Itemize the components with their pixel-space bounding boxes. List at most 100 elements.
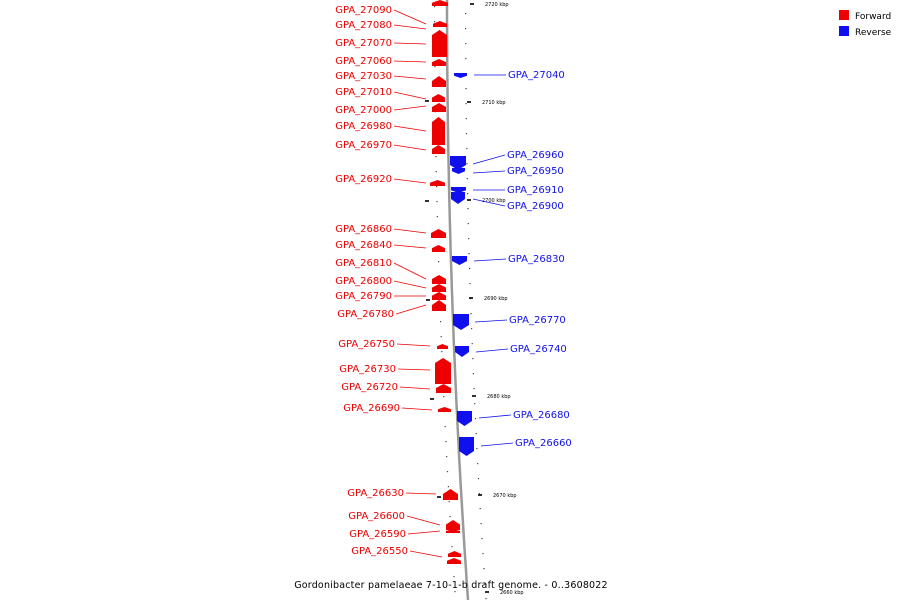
- reverse-gene[interactable]: [451, 187, 466, 193]
- position-dot: [444, 426, 446, 428]
- forward-gene-label[interactable]: GPA_26600: [348, 511, 405, 522]
- position-dot: [465, 103, 467, 105]
- position-dot: [440, 336, 442, 338]
- forward-gene-label[interactable]: GPA_26920: [335, 174, 392, 185]
- reverse-gene-label[interactable]: GPA_26830: [508, 254, 565, 265]
- reverse-gene-label[interactable]: GPA_26910: [507, 185, 564, 196]
- leader-line: [480, 442, 514, 447]
- forward-gene[interactable]: [446, 529, 460, 533]
- forward-gene[interactable]: [432, 145, 445, 154]
- reverse-gene[interactable]: [455, 346, 469, 357]
- forward-gene[interactable]: [436, 384, 451, 393]
- leader-line: [397, 368, 431, 371]
- position-dot: [466, 163, 468, 165]
- reverse-gene-label[interactable]: GPA_26950: [507, 166, 564, 177]
- leader-line: [393, 9, 427, 25]
- legend-label-forward: Forward: [855, 12, 891, 22]
- forward-gene-label[interactable]: GPA_27070: [335, 38, 392, 49]
- position-dot: [481, 538, 483, 540]
- reverse-gene-label[interactable]: GPA_26680: [513, 410, 570, 421]
- reverse-gene[interactable]: [457, 411, 472, 426]
- forward-gene[interactable]: [432, 76, 446, 87]
- forward-gene-label[interactable]: GPA_26970: [335, 140, 392, 151]
- forward-gene[interactable]: [432, 300, 446, 311]
- forward-gene-label[interactable]: GPA_26860: [335, 224, 392, 235]
- forward-gene-label[interactable]: GPA_26780: [337, 309, 394, 320]
- forward-gene[interactable]: [432, 59, 446, 66]
- forward-gene[interactable]: [448, 551, 461, 557]
- forward-gene[interactable]: [433, 21, 447, 27]
- forward-gene-label[interactable]: GPA_27010: [335, 87, 392, 98]
- leader-line: [393, 125, 427, 132]
- forward-gene[interactable]: [432, 30, 447, 57]
- reverse-gene[interactable]: [452, 256, 467, 265]
- forward-gene[interactable]: [430, 180, 445, 186]
- forward-gene-label[interactable]: GPA_26590: [349, 529, 406, 540]
- tick-label: 2660 kbp: [500, 590, 524, 596]
- reverse-gene-label[interactable]: GPA_27040: [508, 70, 565, 81]
- forward-gene-label[interactable]: GPA_27030: [335, 71, 392, 82]
- forward-gene[interactable]: [432, 284, 446, 292]
- position-dot: [485, 598, 487, 600]
- forward-gene[interactable]: [432, 292, 446, 300]
- backbone-layer: [445, 0, 470, 600]
- forward-gene[interactable]: [431, 229, 446, 238]
- reverse-gene-label[interactable]: GPA_26740: [510, 344, 567, 355]
- tick-mark: [437, 496, 441, 498]
- position-dot: [482, 553, 484, 555]
- reverse-gene[interactable]: [459, 437, 474, 456]
- reverse-gene-label[interactable]: GPA_26660: [515, 438, 572, 449]
- forward-gene[interactable]: [447, 558, 461, 564]
- position-dot: [484, 583, 486, 585]
- reverse-gene[interactable]: [453, 314, 469, 330]
- position-dot: [454, 591, 456, 593]
- position-dot: [474, 418, 477, 420]
- leader-line: [393, 262, 427, 280]
- forward-gene-label[interactable]: GPA_26790: [335, 291, 392, 302]
- forward-gene-label[interactable]: GPA_26720: [341, 382, 398, 393]
- forward-gene[interactable]: [437, 344, 448, 349]
- forward-gene[interactable]: [432, 245, 445, 252]
- position-dot: [467, 208, 469, 210]
- tick-label: 2720 kbp: [485, 2, 509, 8]
- forward-gene-label[interactable]: GPA_26690: [343, 403, 400, 414]
- forward-gene[interactable]: [432, 103, 446, 112]
- forward-gene-label[interactable]: GPA_26800: [335, 276, 392, 287]
- reverse-gene[interactable]: [454, 73, 467, 78]
- forward-gene[interactable]: [446, 520, 460, 530]
- leader-line: [393, 24, 427, 30]
- leader-line: [393, 105, 427, 111]
- position-dot: [479, 508, 481, 510]
- forward-gene-label[interactable]: GPA_26750: [338, 339, 395, 350]
- forward-gene[interactable]: [432, 117, 445, 145]
- forward-gene-label[interactable]: GPA_26550: [351, 546, 408, 557]
- reverse-gene[interactable]: [450, 156, 466, 170]
- forward-gene[interactable]: [432, 94, 445, 102]
- legend: Forward Reverse: [839, 10, 892, 38]
- forward-gene-label[interactable]: GPA_26810: [335, 258, 392, 269]
- position-dot: [466, 178, 468, 180]
- forward-gene-label[interactable]: GPA_26840: [335, 240, 392, 251]
- forward-gene[interactable]: [443, 489, 458, 500]
- forward-gene[interactable]: [438, 407, 451, 412]
- leader-line: [409, 550, 443, 558]
- forward-gene-label[interactable]: GPA_26730: [339, 364, 396, 375]
- leader-line: [401, 407, 433, 411]
- forward-gene-label[interactable]: GPA_26980: [335, 121, 392, 132]
- reverse-gene-label[interactable]: GPA_26770: [509, 315, 566, 326]
- forward-gene[interactable]: [432, 0, 448, 6]
- tick-mark: [430, 398, 434, 400]
- forward-gene-label[interactable]: GPA_27000: [335, 105, 392, 116]
- reverse-gene-label[interactable]: GPA_26960: [507, 150, 564, 161]
- forward-gene-label[interactable]: GPA_27060: [335, 56, 392, 67]
- forward-gene-label[interactable]: GPA_26630: [347, 488, 404, 499]
- reverse-gene[interactable]: [452, 168, 465, 174]
- forward-gene[interactable]: [432, 275, 446, 284]
- forward-gene-label[interactable]: GPA_27090: [335, 5, 392, 16]
- forward-gene[interactable]: [435, 358, 451, 384]
- reverse-gene-label[interactable]: GPA_26900: [507, 201, 564, 212]
- reverse-gene[interactable]: [451, 192, 465, 204]
- tick-mark: [472, 395, 476, 397]
- leader-line: [395, 304, 427, 315]
- forward-gene-label[interactable]: GPA_27080: [335, 20, 392, 31]
